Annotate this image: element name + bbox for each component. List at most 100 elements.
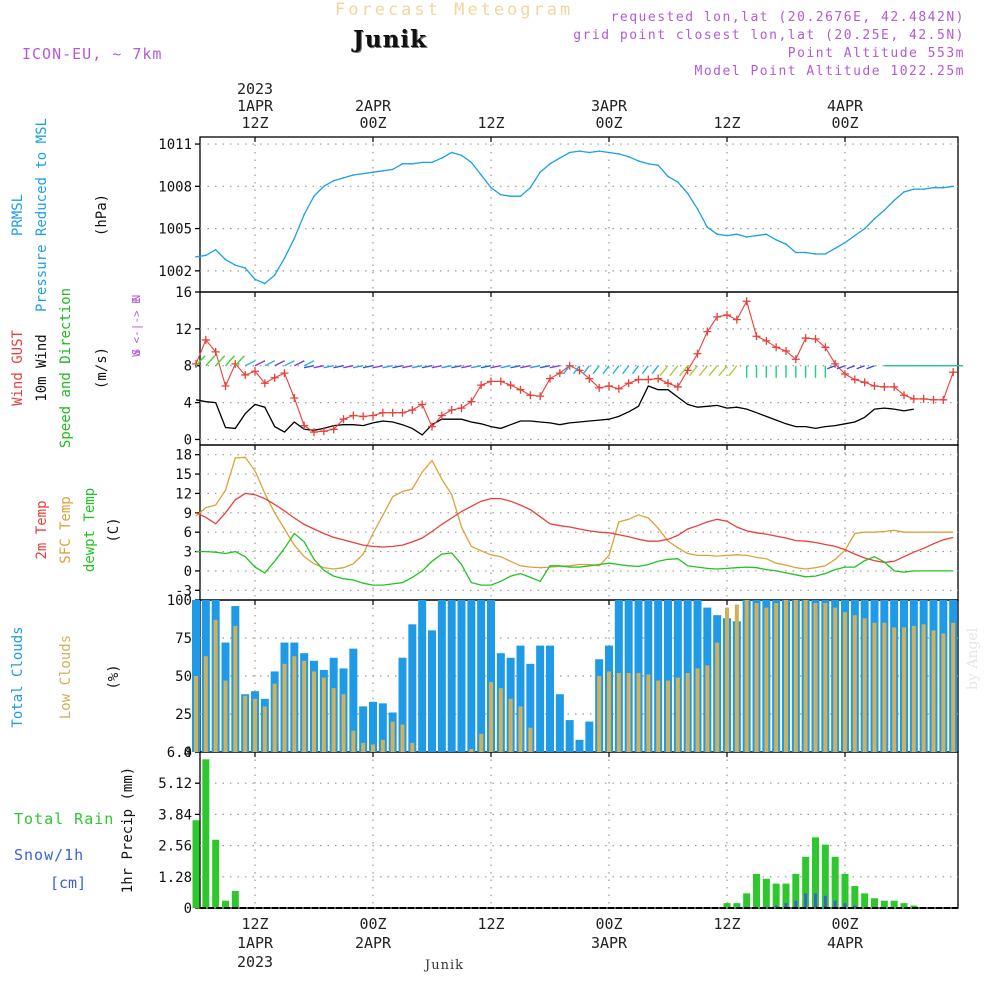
wind-gust-marker [506,381,515,390]
pressure-point [932,186,935,189]
wind-direction-arrow [372,365,383,369]
meteogram-title: Forecast Meteogram [335,0,574,20]
pressure-point [686,192,689,195]
low-cloud-bar [784,600,788,752]
snow-unit-label: [cm] [50,874,86,892]
wind-gust-marker [280,369,289,378]
rain-bar [841,873,849,908]
wind-direction-arrow [234,355,245,367]
total-clouds-label: Total Clouds [10,626,26,727]
rain-bar [910,905,918,908]
wind-direction-arrow [244,360,256,367]
rain-bar [212,839,220,908]
pressure-point [667,175,669,178]
pressure-point [677,181,679,183]
snow-bar [823,895,827,908]
total-cloud-bar [673,600,682,752]
panel-frame-temperature [199,444,959,601]
pressure-point [913,188,915,190]
wind-gust-marker [359,412,368,421]
pressure-point [234,264,237,267]
wind-gust-marker [732,315,741,324]
rain-bar [871,898,878,908]
total-cloud-bar [398,657,407,752]
pressure-point [922,188,925,190]
wind-direction-arrow [471,365,482,369]
wind-gust-marker [624,379,633,388]
pressure-point [637,160,640,162]
wind-gust-marker [536,392,545,401]
total-cloud-bar [664,600,672,752]
panel-frame-pressure [199,136,959,293]
wind-direction-arrow [866,365,875,370]
pressure-point [323,185,325,188]
pressure-point [391,168,394,171]
low-cloud-bar [931,630,936,752]
low-cloud-bar [616,672,621,752]
pressure-point [293,237,296,240]
sfc-temp-series [195,456,954,570]
wind-direction-arrow [622,365,630,375]
wind-direction-arrow [441,365,452,369]
low-cloud-bar [833,607,838,752]
pressure-series [195,150,954,285]
wind-gust-marker [270,373,279,382]
rain-bar [861,893,869,908]
low-cloud-bar [862,618,867,752]
rain-bar [222,900,229,908]
wind-direction-arrow [195,355,206,367]
low-cloud-bar [233,625,238,752]
wind-gust-marker [496,377,505,386]
wind-gust-marker [850,375,859,384]
snow-bar [833,900,837,908]
low-cloud-bar [518,706,523,752]
low-cloud-bar [597,676,602,752]
wind-gust-marker [565,361,574,370]
rain-bar [851,886,859,908]
ytick-label-wind: 4 [184,396,192,412]
wind-gust-marker [241,370,250,379]
temp-unit: (C) [106,517,122,542]
wind-gust-marker [487,377,495,386]
wind-direction-arrow [631,365,640,375]
total-cloud-bar [408,624,417,752]
wind-direction-arrow [539,365,551,369]
ytick-label-precip: 3.84 [158,807,192,823]
wind-direction-arrow [284,360,295,367]
pressure-point [500,193,502,196]
low-cloud-bar [774,603,779,752]
wind-direction-arrow [651,365,659,375]
pressure-point [332,179,335,182]
low-cloud-bar [902,627,906,752]
wind-gust-marker [752,332,761,341]
pressure-point [883,209,886,212]
pressure-point [745,236,748,238]
rain-bar [723,903,731,908]
wind-gust-marker [791,355,800,364]
rain-bar [821,844,829,908]
wind-gust-marker [388,408,397,417]
pressure-point [470,161,473,164]
snow-label: Snow/1h [14,846,84,864]
low-cloud-bar [262,706,267,752]
pressure-point [834,247,836,250]
compass-n: N [130,295,143,302]
wind-direction-arrow [592,365,600,375]
wind-direction-arrow [323,365,334,369]
wind-direction-arrow [402,365,413,369]
wind-gust-marker [644,375,653,384]
pressure-point [352,174,355,176]
low-cloud-bar [793,600,798,752]
low-cloud-bar [607,671,611,752]
location-name: Junik [353,26,427,53]
low-cloud-bar [715,642,720,752]
wind-direction-arrow [392,365,403,369]
wind-gust-marker [693,349,702,358]
wind-gust-marker [192,359,200,368]
pressure-point [578,150,581,152]
pressure-point [254,278,256,281]
wind-gust-marker [654,374,663,383]
wind-direction-label: Speed and Direction [58,288,74,448]
wind-gust-marker [428,422,436,431]
snow-bar [853,905,857,908]
